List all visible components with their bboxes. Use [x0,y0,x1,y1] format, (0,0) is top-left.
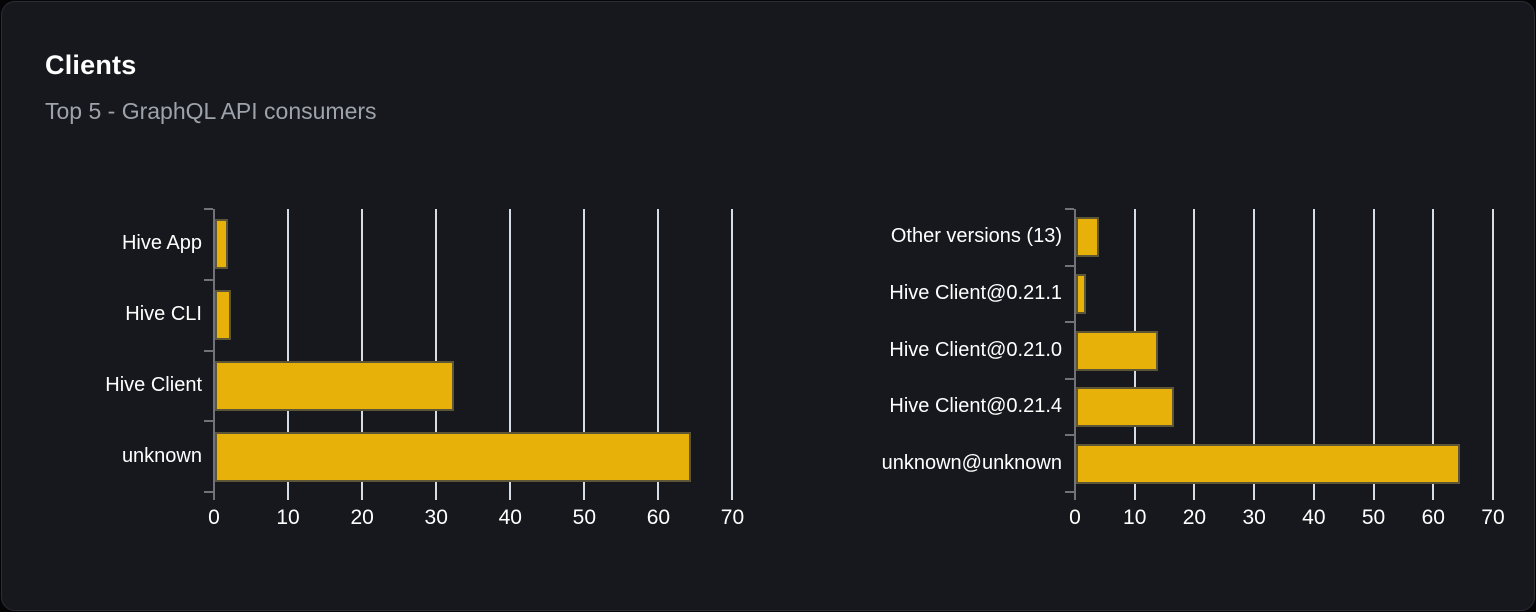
x-tick-label-20: 20 [350,506,374,529]
x-axis-tick [583,492,586,500]
y-axis-tick [1065,434,1074,437]
bar-hive-app[interactable] [215,219,228,270]
x-tick-label-10: 10 [1123,506,1147,529]
bar-hive-client-0-21-1[interactable] [1076,273,1087,314]
y-axis-tick [204,491,213,493]
x-tick-label-70: 70 [1481,506,1505,529]
y-axis-tick [1065,321,1074,324]
x-tick-label-40: 40 [498,506,522,529]
y-axis-tick [1065,264,1074,267]
y-axis-tick [1065,208,1074,210]
x-axis-tick [731,492,734,500]
category-label-hive-client-0-21-0: Hive Client@0.21.0 [889,338,1062,361]
x-axis-tick [1312,492,1315,500]
x-tick-label-30: 30 [1242,506,1266,529]
gridline [1491,209,1494,492]
y-axis-line [1074,209,1076,500]
category-label-other-versions-13: Other versions (13) [890,225,1062,248]
category-label-unknown: unknown [121,444,202,467]
category-label-hive-cli: Hive CLI [125,303,202,326]
bar-hive-client-0-21-4[interactable] [1076,387,1174,428]
x-tick-label-20: 20 [1182,506,1207,529]
gridline [509,209,512,492]
category-label-hive-client: Hive Client [105,373,202,396]
x-tick-label-70: 70 [720,506,745,529]
x-tick-label-0: 0 [1069,506,1081,529]
category-label-unknown-unknown: unknown@unknown [881,451,1062,474]
y-axis-tick [1065,491,1074,493]
bar-hive-client-0-21-0[interactable] [1076,330,1158,371]
x-tick-label-50: 50 [1361,506,1386,529]
category-label-hive-app: Hive App [121,232,202,255]
x-axis-tick [361,492,364,500]
gridline [361,209,364,492]
gridline [435,209,438,492]
x-axis-tick [1491,492,1494,500]
category-label-hive-client-0-21-1: Hive Client@0.21.1 [889,281,1062,304]
gridline [657,209,660,492]
x-tick-label-50: 50 [572,506,597,529]
gridline [731,209,734,492]
y-axis-tick [1065,377,1074,380]
y-axis-tick [204,349,213,352]
category-label-hive-client-0-21-4: Hive Client@0.21.4 [889,395,1062,418]
y-axis-line [213,209,215,500]
bar-hive-cli[interactable] [215,290,232,341]
gridline [1253,209,1256,492]
gridline [1372,209,1375,492]
bar-other-versions-13[interactable] [1076,217,1100,258]
gridline [583,209,586,492]
bar-unknown[interactable] [215,431,692,482]
x-axis-tick [509,492,512,500]
bar-hive-client[interactable] [215,360,454,411]
gridline [1312,209,1315,492]
gridline [287,209,290,492]
gridline [1193,209,1196,492]
y-axis-tick [204,208,213,210]
x-axis-tick [1432,492,1435,500]
x-tick-label-60: 60 [646,506,671,529]
panel-title: Clients [45,50,137,80]
x-axis-tick [287,492,290,500]
x-axis-tick [1133,492,1136,500]
y-axis-tick [204,420,213,423]
bar-unknown-unknown[interactable] [1076,443,1460,484]
x-tick-label-60: 60 [1421,506,1445,529]
x-tick-label-0: 0 [208,506,220,529]
x-tick-label-10: 10 [276,506,300,529]
x-axis-tick [1253,492,1256,500]
x-tick-label-40: 40 [1302,506,1326,529]
x-tick-label-30: 30 [424,506,448,529]
x-axis-tick [657,492,660,500]
panel-subtitle: Top 5 - GraphQL API consumers [45,98,377,124]
x-axis-tick [1193,492,1196,500]
y-axis-tick [204,278,213,281]
gridline [1432,209,1435,492]
x-axis-tick [1372,492,1375,500]
x-axis-tick [435,492,438,500]
